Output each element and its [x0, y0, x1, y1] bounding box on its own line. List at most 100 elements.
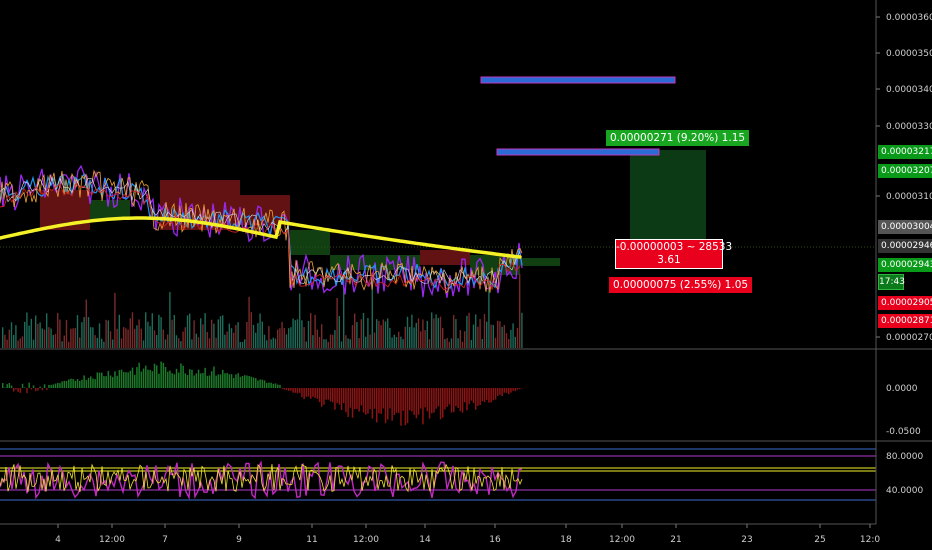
volume-bar: [74, 327, 76, 348]
macd-bar: [290, 388, 292, 391]
volume-bar: [488, 279, 490, 348]
macd-bar: [334, 388, 336, 410]
volume-bar: [46, 313, 48, 348]
volume-bar: [228, 323, 230, 348]
volume-bar: [299, 293, 301, 348]
macd-bar: [505, 388, 508, 393]
volume-bar: [118, 314, 120, 348]
level-box-upper: [480, 76, 676, 84]
macd-bar: [140, 371, 143, 388]
volume-bar: [48, 327, 50, 348]
volume-bar: [72, 328, 74, 348]
volume-bar: [140, 328, 142, 348]
volume-bar: [96, 337, 98, 348]
macd-bar: [189, 369, 191, 388]
volume-bar: [378, 320, 380, 348]
macd-bar: [13, 388, 15, 392]
volume-bar: [164, 339, 167, 348]
macd-bar: [63, 380, 66, 388]
macd-bar: [79, 380, 81, 388]
macd-bar: [422, 388, 424, 425]
volume-bar: [35, 315, 37, 348]
volume-bar: [501, 326, 503, 348]
volume-bar: [402, 339, 404, 348]
macd-bar: [90, 376, 92, 388]
macd-bar: [156, 365, 158, 388]
macd-bar: [299, 388, 301, 393]
macd-bar: [244, 375, 246, 388]
volume-bar: [87, 317, 90, 348]
stop-label[interactable]: 0.00000075 (2.55%) 1.05: [609, 277, 753, 293]
volume-bar: [167, 334, 169, 348]
volume-bar: [215, 337, 217, 348]
volume-bar: [437, 318, 439, 348]
time-tick-label: 21: [670, 535, 681, 545]
macd-bar: [142, 368, 145, 388]
volume-bar: [59, 319, 61, 348]
macd-bar: [191, 369, 193, 388]
volume-bar: [318, 336, 321, 348]
volume-bar: [147, 321, 149, 348]
volume-bar: [404, 326, 406, 348]
macd-bar: [362, 388, 365, 413]
target-label[interactable]: 0.00000271 (9.20%) 1.15: [606, 130, 750, 146]
macd-bar: [129, 370, 132, 388]
macd-bar: [48, 384, 50, 388]
macd-bar: [85, 380, 88, 388]
macd-bar: [338, 388, 341, 405]
volume-bar: [310, 313, 312, 348]
volume-bar: [442, 327, 444, 348]
macd-bar: [125, 372, 127, 388]
volume-bar: [123, 327, 125, 348]
volume-bar: [457, 338, 459, 348]
macd-tick-label: 0.0000: [886, 384, 918, 394]
position-center-label[interactable]: -0.00000003 ~ 28533 3.61: [615, 239, 732, 269]
volume-bar: [411, 314, 413, 348]
volume-bar: [470, 339, 472, 348]
macd-bar: [162, 362, 165, 388]
volume-bar: [109, 331, 112, 348]
ichimoku-cloud: [520, 258, 560, 266]
volume-bar: [439, 316, 442, 348]
volume-bar: [200, 318, 202, 348]
volume-bar: [189, 313, 191, 348]
volume-bar: [120, 338, 123, 348]
macd-bar: [503, 388, 506, 393]
macd-bar: [516, 388, 519, 390]
macd-bar: [109, 375, 112, 388]
macd-bar: [382, 388, 385, 409]
volume-bar: [101, 338, 103, 348]
macd-bar: [98, 372, 101, 388]
ichimoku-cloud: [420, 250, 470, 265]
volume-bar: [512, 323, 514, 348]
volume-bar: [65, 319, 68, 348]
volume-bar: [483, 314, 486, 348]
volume-bar: [514, 336, 516, 348]
macd-bar: [466, 388, 468, 411]
volume-bar: [285, 334, 288, 348]
macd-bar: [395, 388, 398, 413]
macd-bar: [92, 378, 94, 388]
volume-bar: [226, 331, 228, 348]
volume-bar: [37, 323, 39, 348]
macd-bar: [459, 388, 462, 412]
volume-bar: [103, 341, 105, 348]
volume-bar: [151, 313, 153, 348]
volume-bar: [380, 325, 382, 348]
volume-bar: [233, 332, 235, 348]
macd-bar: [72, 379, 74, 388]
volume-bar: [127, 329, 129, 348]
macd-bar: [351, 388, 354, 418]
macd-bar: [101, 372, 103, 388]
volume-bar: [125, 328, 127, 348]
macd-bar: [61, 381, 63, 388]
volume-bar: [15, 325, 17, 348]
macd-bar: [217, 374, 220, 388]
volume-bar: [239, 341, 241, 348]
volume-bar: [450, 338, 453, 348]
macd-bar: [178, 372, 180, 388]
time-tick-label: 12:00: [353, 535, 379, 545]
